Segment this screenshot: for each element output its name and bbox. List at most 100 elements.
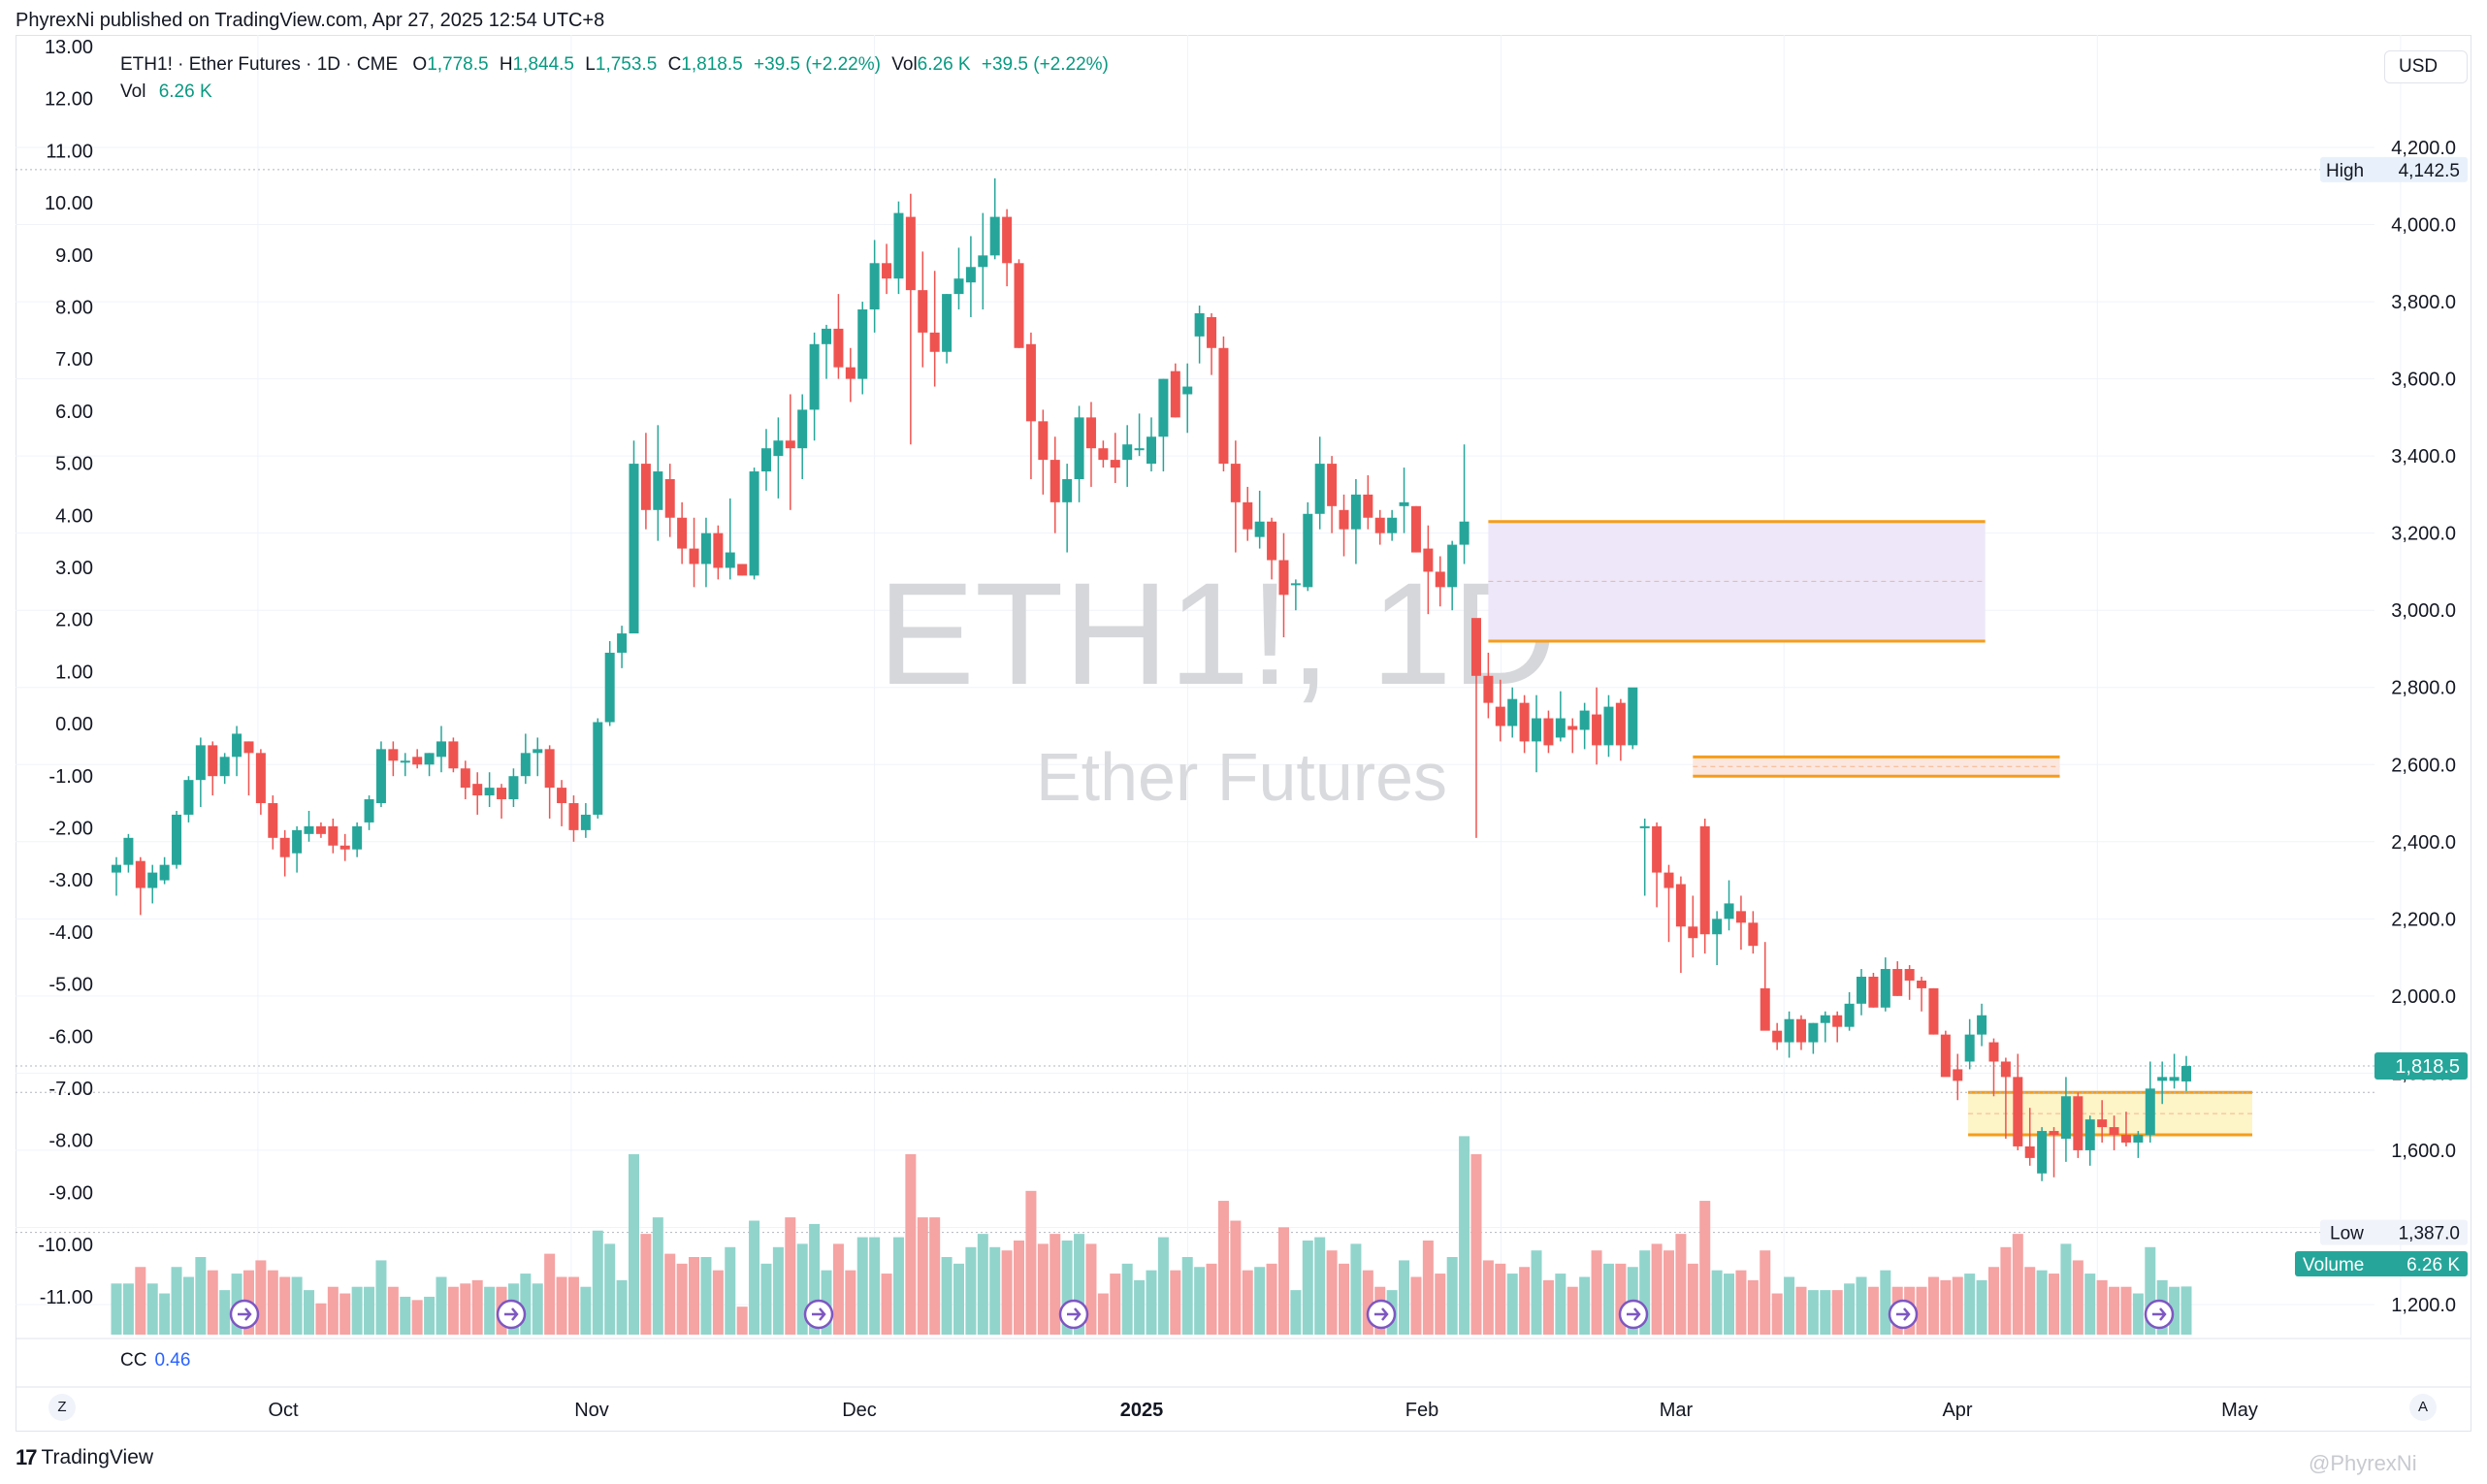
candle (1507, 687, 1518, 738)
price-tick-label: 3,400.0 (2391, 446, 2456, 468)
ohlc-legend[interactable]: ETH1! · Ether Futures · 1D · CME O1,778.… (120, 54, 1109, 76)
candle-body (219, 757, 230, 777)
currency-button[interactable]: USD (2384, 50, 2468, 83)
volume-bar (1339, 1263, 1350, 1335)
volume-bar (182, 1276, 194, 1335)
candle-body (1724, 903, 1734, 919)
candle (1085, 402, 1096, 487)
event-marker-arrow (1374, 1307, 1389, 1321)
candle (497, 784, 507, 819)
candle (1567, 718, 1578, 754)
candle (725, 498, 735, 580)
candle (580, 803, 591, 838)
volume-bar (1001, 1250, 1013, 1335)
candle (2097, 1100, 2108, 1143)
candle-body (1098, 448, 1109, 461)
candle-body (1712, 919, 1723, 935)
candle-body (1038, 421, 1049, 461)
candle (617, 626, 628, 668)
candle (664, 464, 675, 537)
volume-bar (1422, 1240, 1434, 1335)
volume-bar (616, 1279, 628, 1335)
candle-body (1014, 263, 1024, 348)
volume-bar (2060, 1243, 2072, 1335)
candle-body (604, 652, 615, 723)
cc-tick-label: 9.00 (55, 245, 93, 267)
candle-body (1339, 509, 1349, 530)
high-label: H (499, 54, 513, 75)
candle-body (232, 733, 242, 758)
volume-bar (122, 1283, 134, 1335)
candle-body (255, 753, 266, 804)
volume-bar (1350, 1243, 1362, 1335)
cc-indicator-legend[interactable]: CC 0.46 (120, 1350, 190, 1371)
price-tick-label: 2,000.0 (2391, 986, 2456, 1008)
candle (2133, 1131, 2144, 1158)
candle (484, 772, 495, 808)
candle-body (183, 780, 194, 815)
tradingview-logo[interactable]: 17 TradingView (16, 1445, 153, 1470)
candle-body (1025, 343, 1036, 422)
volume-bar (1579, 1276, 1591, 1335)
cc-tick-label: 7.00 (55, 349, 93, 371)
volume-bar (400, 1296, 411, 1335)
candle-body (857, 309, 868, 379)
low-price-tag: Low 1,387.0 (2320, 1219, 2468, 1245)
price-tick-label: 3,600.0 (2391, 370, 2456, 391)
candle (208, 741, 218, 796)
candle-body (1940, 1034, 1951, 1078)
candle (1735, 895, 1746, 951)
candle-body (2049, 1131, 2059, 1136)
candle (1025, 332, 1036, 479)
volume-bar (279, 1276, 291, 1335)
candle-body (1567, 726, 1578, 730)
volume-bar (2012, 1234, 2023, 1335)
candle (1964, 1018, 1975, 1070)
price-tick-label: 4,200.0 (2391, 138, 2456, 159)
volume-legend[interactable]: Vol 6.26 K (120, 81, 212, 103)
purple-supply-zone (1488, 520, 1986, 643)
volume-bar (1663, 1250, 1674, 1335)
volume-bar (532, 1283, 543, 1335)
candle (1230, 440, 1241, 553)
candle-body (268, 803, 278, 838)
volume-bar (1820, 1290, 1831, 1335)
price-tick-label: 1,200.0 (2391, 1295, 2456, 1316)
volume-bar (1097, 1293, 1109, 1335)
price-tick-label: 2,400.0 (2391, 832, 2456, 854)
candle-body (1532, 718, 1542, 742)
close-label: C (667, 54, 682, 75)
candle-body (1880, 969, 1890, 1008)
volume-bar (1025, 1190, 1037, 1335)
volume-bar (664, 1253, 676, 1335)
candle-body (292, 829, 303, 854)
candle-body (544, 749, 555, 789)
candle (1290, 579, 1301, 611)
candle (1795, 1015, 1806, 1050)
candle-body (1483, 675, 1494, 703)
volume-bar (2072, 1260, 2083, 1335)
candle (448, 737, 459, 773)
candle-body (1194, 312, 1205, 337)
time-tick-label: Oct (268, 1400, 299, 1421)
candle-body (629, 464, 639, 634)
volume-bar (339, 1293, 351, 1335)
candle (1423, 525, 1434, 615)
candle (785, 394, 795, 510)
time-tick-label: Dec (842, 1400, 877, 1421)
volume-bar (941, 1257, 953, 1335)
volume-bar (1014, 1240, 1025, 1335)
auto-scale-button[interactable]: A (2409, 1394, 2437, 1421)
candle-body (388, 749, 399, 761)
candle (1820, 1011, 1830, 1043)
candle (1410, 505, 1421, 553)
candle (243, 741, 254, 796)
candle (352, 822, 363, 857)
candle-body (1628, 687, 1638, 746)
candle-body (1543, 718, 1554, 746)
zoom-button[interactable]: Z (48, 1394, 76, 1421)
candle (2120, 1112, 2131, 1146)
candle-body (2024, 1145, 2035, 1158)
volume-bar (749, 1220, 760, 1335)
